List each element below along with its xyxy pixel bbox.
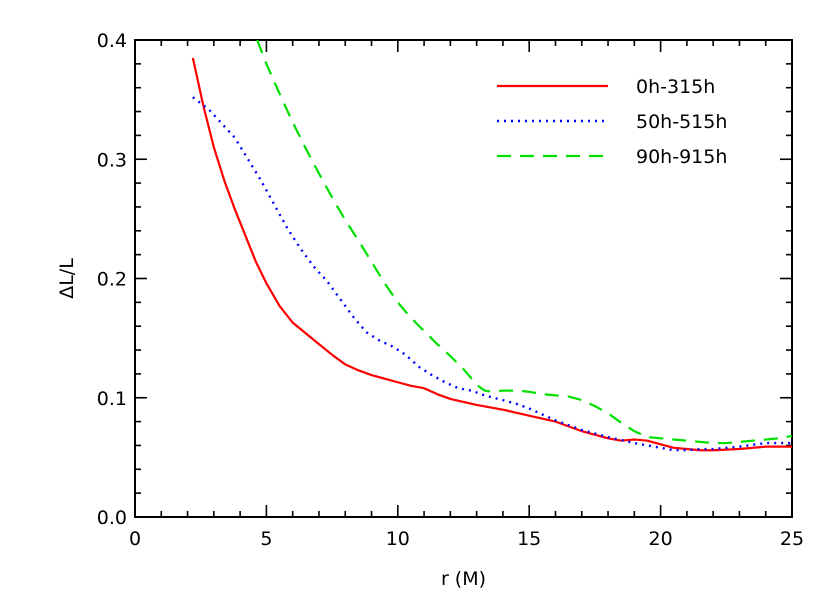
series-line-3 xyxy=(256,40,792,445)
y-tick-labels: 0.0 0.1 0.2 0.3 0.4 xyxy=(97,30,127,529)
y-axis-label: ΔL/L xyxy=(56,258,78,299)
y-tick-label: 0.3 xyxy=(97,149,127,171)
legend: 0h-315h 50h-515h 90h-915h xyxy=(497,76,727,168)
series-lines xyxy=(191,40,792,452)
x-tick-label: 10 xyxy=(386,528,410,550)
legend-label-3: 90h-915h xyxy=(636,146,727,168)
series-line-2 xyxy=(192,96,792,452)
x-tick-label: 25 xyxy=(780,528,804,550)
x-tick-labels: 0 5 10 15 20 25 xyxy=(129,528,804,550)
y-tick-label: 0.4 xyxy=(97,30,127,52)
series-line-1 xyxy=(191,57,792,452)
y-tick-label: 0.2 xyxy=(97,269,127,291)
x-tick-label: 20 xyxy=(649,528,673,550)
legend-label-1: 0h-315h xyxy=(636,76,715,98)
x-tick-label: 15 xyxy=(517,528,541,550)
x-tick-label: 0 xyxy=(129,528,141,550)
y-tick-label: 0.0 xyxy=(97,507,127,529)
x-tick-label: 5 xyxy=(260,528,272,550)
legend-label-2: 50h-515h xyxy=(636,111,727,133)
y-tick-label: 0.1 xyxy=(97,388,127,410)
x-axis-label: r (M) xyxy=(441,568,486,590)
axis-ticks xyxy=(134,39,793,518)
